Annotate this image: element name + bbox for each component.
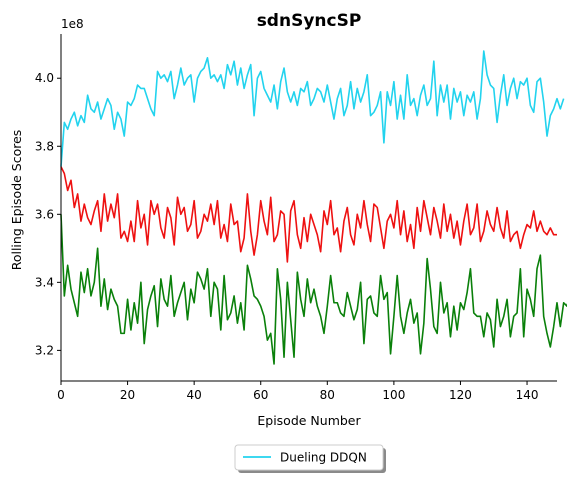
legend-box	[234, 444, 384, 471]
y-ticks: 3.2 3.4 3.6 3.8 4.0	[35, 71, 61, 357]
x-tick-label: 60	[253, 388, 268, 402]
x-tick-label: 20	[120, 388, 135, 402]
x-tick-label: 40	[187, 388, 202, 402]
y-offset-label: 1e8	[61, 17, 84, 31]
legend-label: Dueling DDQN	[280, 451, 367, 465]
x-tick-label: 0	[57, 388, 65, 402]
y-tick-label: 3.6	[35, 207, 54, 221]
x-tick-label: 100	[382, 388, 405, 402]
series-line-1	[60, 166, 557, 263]
y-tick-label: 3.4	[35, 275, 54, 289]
x-ticks: 0 20 40 60 80 100 120 140	[57, 381, 538, 402]
legend: Dueling DDQN	[234, 444, 386, 473]
x-tick-label: 80	[320, 388, 335, 402]
x-tick-label: 140	[516, 388, 539, 402]
y-tick-label: 3.2	[35, 343, 54, 357]
x-tick-label: 120	[449, 388, 472, 402]
y-tick-label: 3.8	[35, 139, 54, 153]
series-line-2	[60, 214, 567, 365]
axes-layer	[60, 34, 557, 382]
x-axis-label: Episode Number	[257, 413, 361, 428]
y-axis-label: Rolling Episode Scores	[9, 130, 24, 271]
y-tick-label: 4.0	[35, 71, 54, 85]
chart-title: sdnSyncSP	[257, 11, 362, 31]
series-layer	[60, 50, 567, 365]
series-line-0	[60, 50, 565, 167]
